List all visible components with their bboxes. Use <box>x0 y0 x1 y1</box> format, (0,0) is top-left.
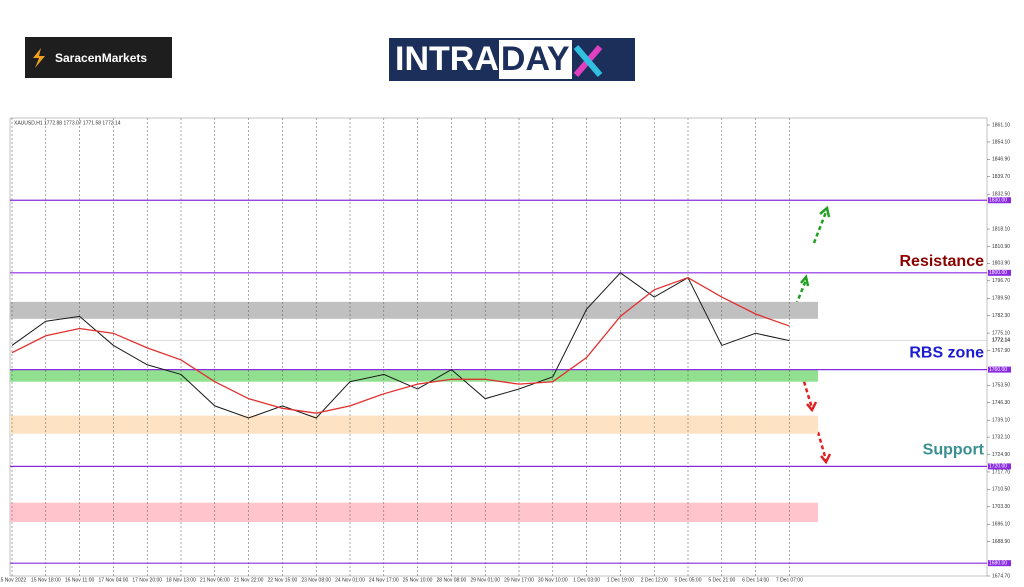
level-label: 1830.00 <box>989 198 1007 204</box>
level-label: 1800.00 <box>989 270 1007 276</box>
x-tick-label: 21 Nov 06:00 <box>200 577 230 583</box>
x-tick-label: 18 Nov 13:00 <box>166 577 196 583</box>
y-tick-label: 1789.50 <box>992 296 1010 302</box>
x-tick-label: 23 Nov 08:00 <box>301 577 331 583</box>
arrows <box>794 205 832 465</box>
y-tick-label: 1810.90 <box>992 244 1010 250</box>
y-tick-label: 1710.50 <box>992 487 1010 493</box>
x-tick-label: 5 Dec 21:00 <box>708 577 735 583</box>
y-tick-label: 1674.70 <box>992 573 1010 579</box>
y-tick-label: 1832.50 <box>992 192 1010 198</box>
banner: INTRA DAY <box>389 38 635 81</box>
banner-left: INTRA <box>395 40 499 78</box>
y-tick-label: 1782.30 <box>992 313 1010 319</box>
zone <box>10 415 818 434</box>
banner-icon <box>573 44 602 77</box>
x-tick-label: 22 Nov 15:00 <box>268 577 298 583</box>
series-line <box>11 276 790 414</box>
x-tick-label: 24 Nov 01:00 <box>335 577 365 583</box>
zone <box>10 301 818 319</box>
annotation: Resistance <box>900 253 985 270</box>
y-tick-label: 1753.50 <box>992 383 1010 389</box>
x-tick-label: 1 Dec 19:00 <box>607 577 634 583</box>
x-tick-label: 16 Nov 11:00 <box>65 577 95 583</box>
x-tick-label: 29 Nov 17:00 <box>504 577 534 583</box>
zone <box>10 502 818 523</box>
level-tag <box>988 463 1011 470</box>
y-tick-label: 1839.70 <box>992 174 1010 180</box>
y-tick-label: 1861.10 <box>992 122 1010 128</box>
x-tick-label: 6 Dec 14:00 <box>742 577 769 583</box>
y-tick-label: 1775.10 <box>992 330 1010 336</box>
y-tick-label: 1818.10 <box>992 226 1010 232</box>
x-tick-label: 29 Nov 01:00 <box>470 577 500 583</box>
x-tick-label: 17 Nov 04:00 <box>99 577 129 583</box>
level-tag <box>988 269 1011 276</box>
y-tick-label: 1724.90 <box>992 452 1010 458</box>
x-tick-label: 30 Nov 10:00 <box>538 577 568 583</box>
y-tick-label: 1688.90 <box>992 539 1010 545</box>
x-tick-label: 28 Nov 08:00 <box>437 577 467 583</box>
banner-right: DAY <box>498 40 572 79</box>
y-tick-label: 1703.30 <box>992 504 1010 510</box>
x-tick-label: 1 Dec 03:00 <box>573 577 600 583</box>
y-tick-label: 1746.30 <box>992 400 1010 406</box>
x-tick-label: 25 Nov 10:00 <box>403 577 433 583</box>
annotation: RBS zone <box>909 345 984 362</box>
level-label: 1680.00 <box>989 561 1007 567</box>
y-tick-label: 1846.90 <box>992 157 1010 163</box>
current-price-label: 1772.14 <box>992 338 1010 344</box>
y-tick-label: 1854.10 <box>992 139 1010 145</box>
level-tag <box>988 197 1011 204</box>
x-tick-label: 7 Dec 07:00 <box>776 577 803 583</box>
y-tick-label: 1696.10 <box>992 522 1010 528</box>
annotation: Support <box>923 442 985 459</box>
x-tick-label: 15 Nov 2022 <box>0 577 26 583</box>
zone <box>10 369 818 382</box>
level-label: 1720.00 <box>989 464 1007 470</box>
logo: SaracenMarkets <box>25 37 172 78</box>
y-tick-label: 1767.90 <box>992 348 1010 354</box>
x-tick-label: 15 Nov 18:00 <box>31 577 61 583</box>
x-tick-label: 21 Nov 22:00 <box>234 577 264 583</box>
y-tick-label: 1732.10 <box>992 434 1010 440</box>
x-tick-label: 2 Dec 12:00 <box>641 577 668 583</box>
logo-icon <box>33 47 45 68</box>
x-tick-label: 5 Dec 05:00 <box>675 577 702 583</box>
plot-frame <box>9 117 988 577</box>
series-line <box>11 272 790 419</box>
level-tag <box>988 560 1011 567</box>
level-label: 1760.00 <box>989 367 1007 373</box>
y-tick-label: 1739.10 <box>992 418 1010 424</box>
y-tick-label: 1796.70 <box>992 278 1010 284</box>
y-tick-label: 1717.70 <box>992 469 1010 475</box>
x-tick-label: 17 Nov 20:00 <box>132 577 162 583</box>
logo-text: SaracenMarkets <box>55 50 148 65</box>
x-tick-label: 24 Nov 17:00 <box>369 577 399 583</box>
level-tag <box>988 366 1011 373</box>
chart-header: XAUUSD,H1 1772.88 1773.07 1771.58 1772.1… <box>14 120 121 126</box>
y-tick-label: 1803.90 <box>992 261 1010 267</box>
